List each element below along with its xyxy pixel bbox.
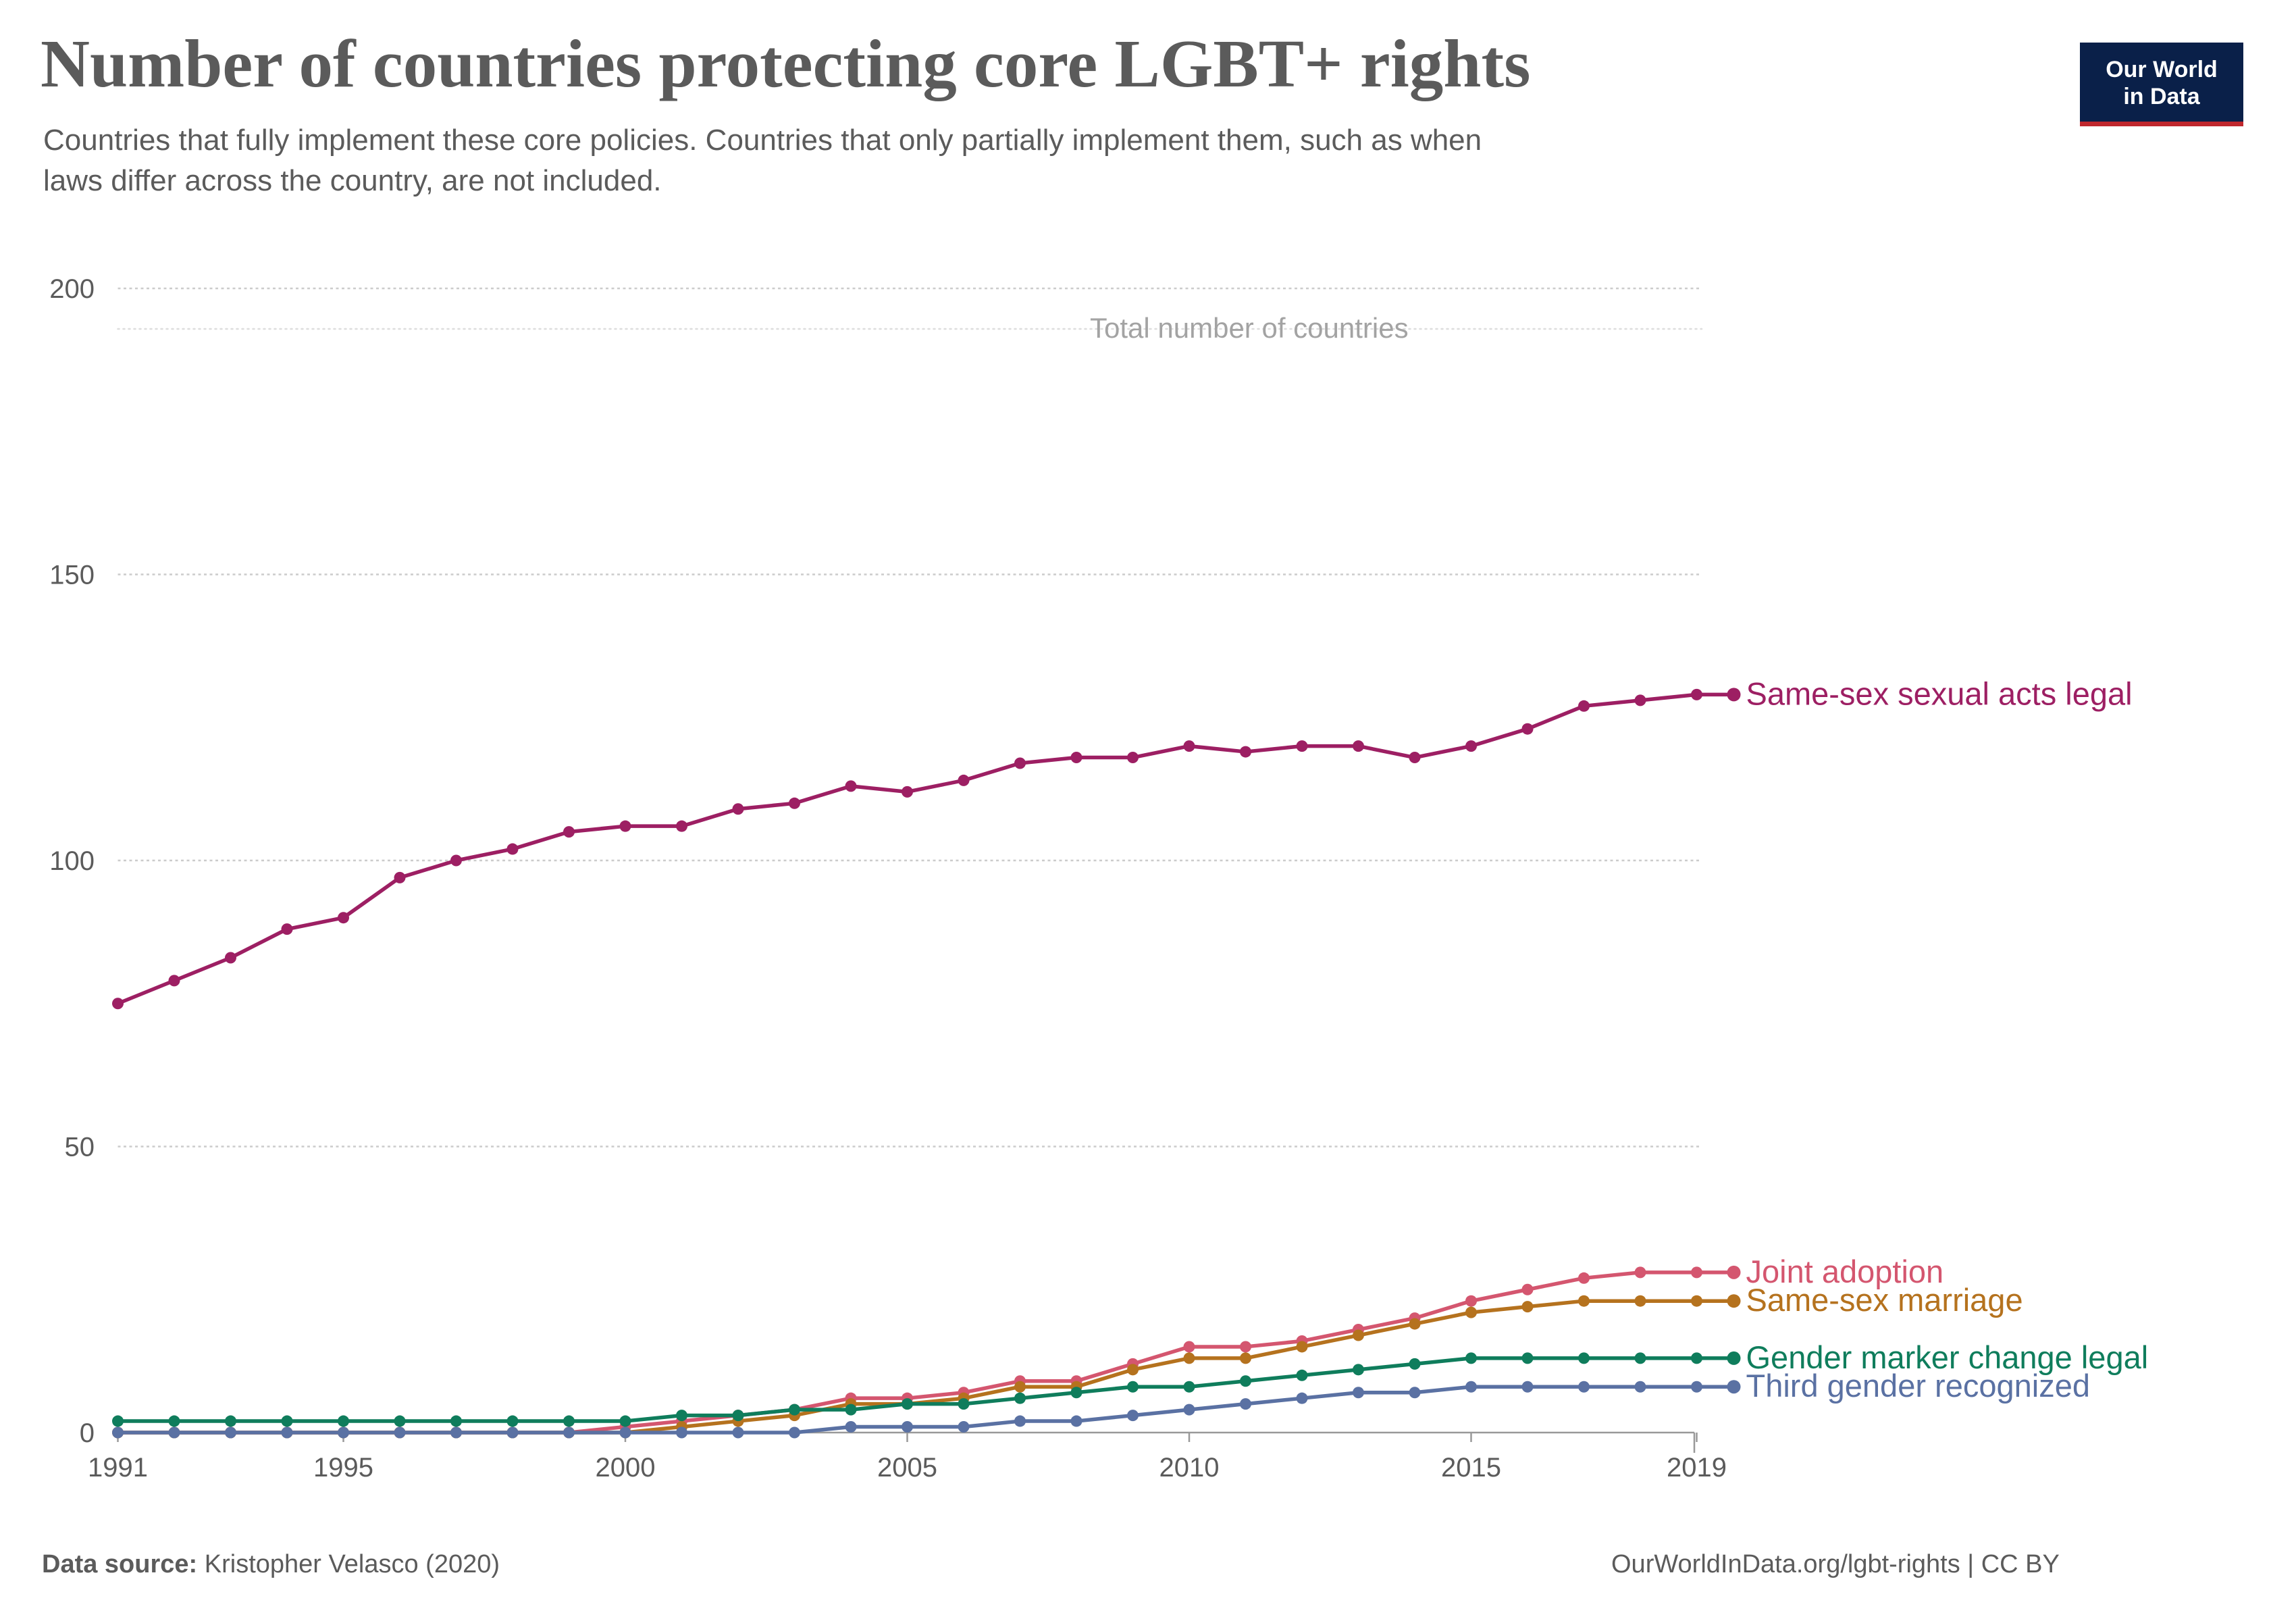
svg-text:150: 150 xyxy=(49,561,95,590)
svg-text:2000: 2000 xyxy=(596,1453,656,1483)
svg-text:0: 0 xyxy=(80,1418,95,1448)
svg-text:200: 200 xyxy=(49,274,95,304)
svg-text:100: 100 xyxy=(49,846,95,876)
svg-text:2010: 2010 xyxy=(1159,1453,1220,1483)
svg-text:1995: 1995 xyxy=(313,1453,373,1483)
svg-text:Same-sex sexual acts legal: Same-sex sexual acts legal xyxy=(1746,675,2133,711)
svg-text:2005: 2005 xyxy=(877,1453,937,1483)
svg-text:Total number of countries: Total number of countries xyxy=(1090,312,1409,344)
svg-text:1991: 1991 xyxy=(88,1453,148,1483)
svg-text:2019: 2019 xyxy=(1667,1453,1727,1483)
svg-text:2015: 2015 xyxy=(1441,1453,1501,1483)
svg-text:Same-sex marriage: Same-sex marriage xyxy=(1746,1282,2023,1318)
svg-text:50: 50 xyxy=(65,1133,95,1162)
svg-text:Third gender recognized: Third gender recognized xyxy=(1746,1368,2090,1404)
